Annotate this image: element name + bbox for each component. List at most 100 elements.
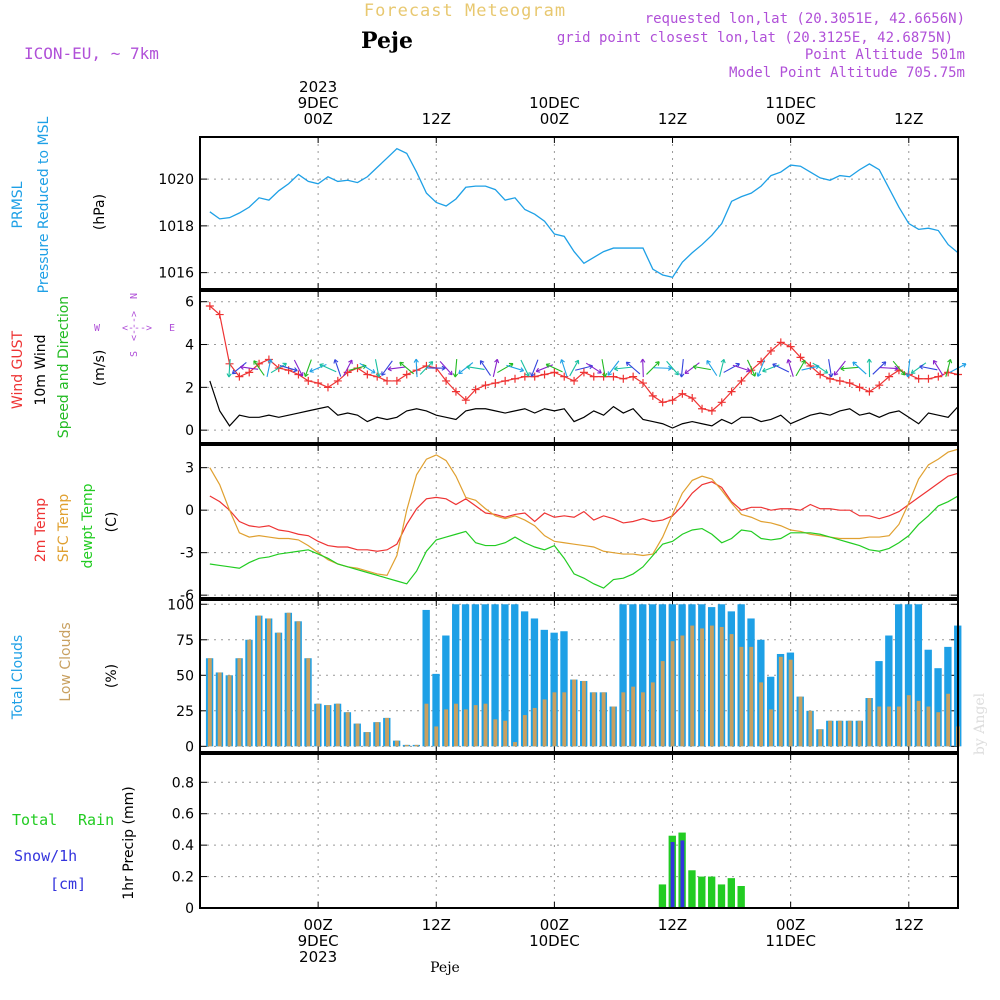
wind-direction-arrow bbox=[786, 359, 794, 377]
total-cloud-bar bbox=[648, 604, 657, 747]
rain-bar bbox=[727, 878, 736, 908]
gust-marker bbox=[511, 374, 520, 383]
wind-arrow-shaft bbox=[569, 359, 579, 377]
top-time-label: 12Z bbox=[658, 110, 687, 128]
rain-bar bbox=[717, 884, 726, 908]
wind-arrow-head bbox=[494, 358, 500, 364]
wind-direction-arrow bbox=[866, 358, 872, 378]
rain-bar bbox=[658, 884, 667, 908]
low-cloud-bar bbox=[424, 703, 429, 747]
y-tick-label: 1016 bbox=[158, 266, 194, 282]
wind-arrow-head bbox=[428, 361, 434, 366]
pressure-label-1: PRMSL bbox=[10, 181, 26, 228]
low-cloud-bar bbox=[769, 709, 773, 747]
total-cloud-bar bbox=[904, 604, 913, 747]
wind-arrow-head bbox=[545, 363, 551, 368]
wind-arrow-shaft bbox=[833, 360, 846, 376]
total-cloud-bar bbox=[461, 604, 470, 747]
low-cloud-bar bbox=[404, 744, 409, 747]
total-cloud-bar bbox=[875, 661, 883, 747]
low-cloud-bar bbox=[837, 720, 842, 747]
low-cloud-bar bbox=[257, 615, 261, 747]
wind-arrow-head bbox=[399, 361, 404, 367]
wind-unit: (m/s) bbox=[92, 350, 108, 387]
low-cloud-bar bbox=[365, 732, 370, 747]
low-cloud-bar bbox=[887, 706, 892, 747]
wind-direction-arrow bbox=[427, 365, 446, 371]
gust-marker bbox=[205, 301, 214, 310]
top-time-label: 10DEC bbox=[529, 94, 580, 112]
wind-arrow-head bbox=[692, 364, 698, 370]
total-cloud-bar bbox=[471, 604, 480, 747]
low-cloud-bar bbox=[326, 705, 330, 747]
wind-arrow-head bbox=[720, 358, 726, 364]
low-cloud-bar bbox=[385, 717, 389, 747]
low-cloud-bar bbox=[719, 626, 724, 747]
low-cloud-bar bbox=[513, 742, 517, 747]
low-cloud-bar bbox=[877, 706, 882, 747]
wind-direction-arrow bbox=[399, 361, 414, 375]
wind-arrow-head bbox=[762, 367, 767, 373]
grid-point-coords: grid point closest lon,lat (20.3125E, 42… bbox=[557, 30, 953, 46]
clouds-panel: 0 25 50 75 100 bbox=[167, 597, 962, 755]
low-cloud-bar bbox=[778, 656, 783, 747]
gust-marker bbox=[668, 396, 677, 405]
clouds-unit: (%) bbox=[104, 664, 120, 688]
wind-arrow-head bbox=[910, 369, 916, 374]
wind-direction-arrow bbox=[439, 361, 453, 376]
total-clouds-label: Total Clouds bbox=[10, 635, 26, 720]
low-cloud-bar bbox=[641, 692, 645, 747]
wind-arrow-head bbox=[466, 364, 471, 370]
low-cloud-bar bbox=[286, 612, 291, 747]
total-cloud-bar bbox=[540, 629, 548, 747]
gust-marker bbox=[540, 370, 549, 379]
wind-arrow-head bbox=[479, 360, 485, 365]
low-cloud-bar bbox=[631, 686, 636, 747]
gust-marker bbox=[402, 370, 411, 379]
y-tick-label: 2 bbox=[185, 380, 194, 396]
gust-marker bbox=[924, 374, 933, 383]
precip-panel-labels: Total Rain Snow/1h [cm] 1hr Precip (mm) bbox=[12, 786, 137, 899]
gust-marker bbox=[501, 376, 510, 385]
low-cloud-bar bbox=[532, 707, 537, 747]
total-cloud-bar bbox=[629, 604, 637, 747]
wind-arrow-shaft bbox=[919, 365, 938, 371]
wind-arrow-head bbox=[253, 360, 258, 365]
wind-direction-arrow bbox=[342, 359, 353, 377]
wind-direction-arrow bbox=[506, 364, 525, 373]
wind-arrow-head bbox=[640, 358, 646, 363]
total-cloud-bar bbox=[530, 618, 539, 747]
low-cloud-bar bbox=[729, 634, 734, 747]
wind-arrow-shaft bbox=[466, 366, 485, 371]
wind-direction-arrow bbox=[910, 362, 927, 374]
gust-marker bbox=[245, 368, 254, 377]
wind-direction-arrow bbox=[231, 361, 247, 375]
wind-arrow-head bbox=[786, 359, 792, 364]
wind-arrow-shaft bbox=[492, 359, 498, 377]
wind-arrow-shaft bbox=[719, 359, 725, 377]
gust-marker bbox=[737, 376, 746, 385]
low-cloud-bar bbox=[375, 722, 380, 747]
wind-direction-arrow bbox=[880, 365, 899, 371]
bottom-time-label: 00Z bbox=[540, 916, 569, 934]
compass-north: N bbox=[129, 293, 140, 299]
wind-direction-arrow bbox=[723, 362, 740, 373]
low-cloud-bar bbox=[345, 712, 350, 747]
total-cloud-bar bbox=[560, 631, 568, 747]
wind-direction-arrow bbox=[746, 359, 757, 377]
low-cloud-bar bbox=[867, 698, 872, 747]
pressure-line bbox=[209, 147, 959, 279]
gust-marker bbox=[323, 383, 332, 392]
wind-arrow-head bbox=[231, 369, 237, 375]
wind-arrow-shaft bbox=[439, 361, 453, 376]
temp-panel: -6 -3 0 3 bbox=[180, 445, 959, 604]
wind-arrow-head bbox=[900, 370, 906, 376]
wind-direction-arrow bbox=[569, 359, 580, 377]
snow-bar bbox=[670, 842, 675, 908]
footer-location: Peje bbox=[430, 960, 460, 976]
wind-arrow-shaft bbox=[415, 359, 418, 378]
pressure-unit: (hPa) bbox=[92, 194, 108, 230]
wind-arrow-head bbox=[293, 367, 298, 373]
y-tick-label: -6 bbox=[180, 588, 194, 604]
compass-east: E bbox=[169, 323, 175, 334]
